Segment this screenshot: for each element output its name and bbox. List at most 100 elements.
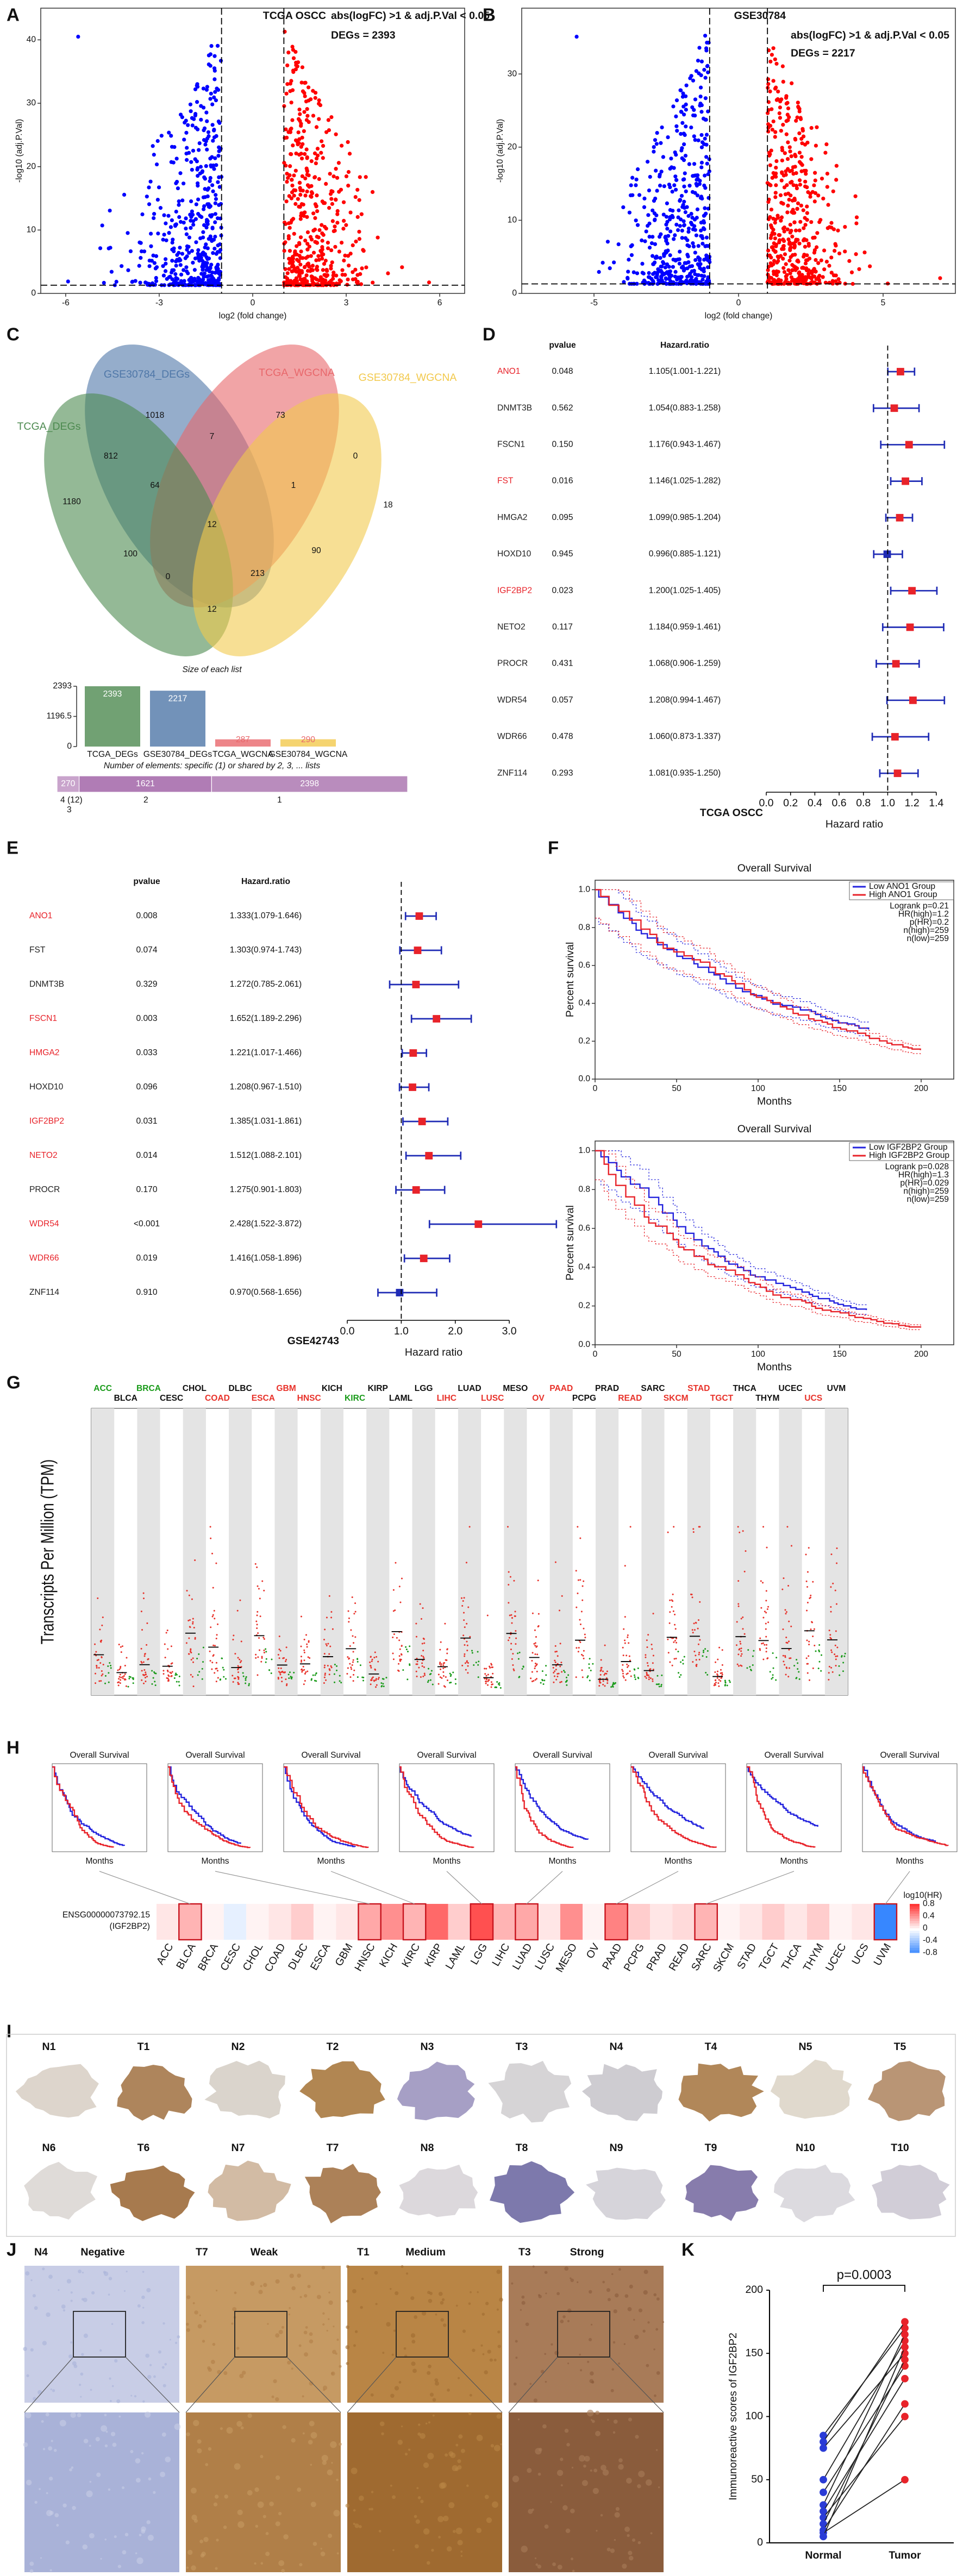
sample-dot bbox=[806, 1571, 809, 1573]
sample-dot bbox=[475, 1662, 477, 1664]
volcano-point bbox=[790, 234, 795, 239]
texture bbox=[411, 2361, 416, 2366]
sample-dot bbox=[219, 1679, 221, 1681]
volcano-point bbox=[781, 123, 785, 127]
volcano-point bbox=[287, 249, 292, 253]
volcano-point bbox=[192, 268, 197, 272]
sample-label: N1 bbox=[42, 2041, 56, 2053]
volcano-point bbox=[783, 151, 787, 155]
legend-gradient bbox=[909, 1950, 920, 1953]
volcano-point bbox=[214, 193, 218, 197]
sample-dot bbox=[464, 1653, 466, 1655]
texture bbox=[139, 2534, 142, 2537]
sample-dot bbox=[132, 1682, 134, 1684]
sample-dot bbox=[446, 1659, 448, 1661]
survival-curve bbox=[283, 1766, 356, 1847]
sample-dot bbox=[450, 1674, 452, 1676]
sample-dot bbox=[785, 1637, 787, 1639]
volcano-point bbox=[162, 213, 166, 217]
sample-dot bbox=[117, 1684, 120, 1687]
volcano-point bbox=[324, 181, 328, 186]
sample-dot bbox=[284, 1660, 286, 1663]
texture bbox=[83, 2333, 88, 2338]
sample-dot bbox=[402, 1669, 404, 1671]
bar bbox=[280, 739, 336, 747]
volcano-point bbox=[798, 183, 803, 187]
sample-dot bbox=[122, 1676, 124, 1678]
volcano-point bbox=[766, 82, 771, 86]
texture bbox=[234, 2291, 237, 2295]
sample-dot bbox=[223, 1669, 225, 1671]
survival-curve bbox=[746, 1766, 818, 1827]
volcano-point bbox=[302, 129, 306, 133]
volcano-point bbox=[299, 152, 303, 156]
sample-dot bbox=[328, 1653, 330, 1655]
volcano-point bbox=[680, 236, 684, 240]
volcano-point bbox=[786, 203, 790, 208]
volcano-point bbox=[147, 202, 152, 206]
volcano-point bbox=[765, 181, 770, 185]
zoom-line bbox=[347, 2356, 397, 2413]
grade-label: Negative bbox=[80, 2246, 124, 2258]
panel-label: H bbox=[7, 1738, 20, 1758]
sample-dot bbox=[540, 1682, 542, 1684]
sample-dot bbox=[652, 1613, 654, 1615]
sample-dot bbox=[704, 1648, 706, 1650]
sample-dot bbox=[531, 1652, 534, 1654]
texture bbox=[289, 2273, 294, 2278]
sample-dot bbox=[581, 1669, 583, 1671]
volcano-point bbox=[291, 48, 295, 52]
cancer-label: BRCA bbox=[136, 1384, 161, 1393]
volcano-point bbox=[327, 206, 332, 210]
volcano-point bbox=[310, 275, 315, 279]
x-category: Normal bbox=[805, 2549, 841, 2561]
zoom-box bbox=[234, 2311, 287, 2358]
volcano-point bbox=[699, 73, 703, 78]
volcano-point bbox=[805, 258, 810, 262]
volcano-point bbox=[777, 233, 781, 237]
volcano-point bbox=[791, 208, 795, 212]
sample-dot bbox=[143, 1674, 145, 1676]
sample-dot bbox=[536, 1653, 539, 1656]
volcano-point bbox=[779, 218, 783, 223]
sample-dot bbox=[373, 1679, 375, 1682]
sample-dot bbox=[752, 1664, 754, 1666]
volcano-point bbox=[672, 183, 677, 187]
texture bbox=[614, 2512, 620, 2518]
sample-dot bbox=[423, 1666, 425, 1668]
volcano-point bbox=[170, 259, 174, 263]
sample-dot bbox=[575, 1676, 577, 1678]
volcano-point bbox=[681, 268, 686, 273]
texture bbox=[562, 2315, 566, 2318]
texture bbox=[382, 2352, 385, 2354]
texture bbox=[312, 2542, 317, 2546]
texture bbox=[470, 2291, 472, 2293]
p-value: 0.016 bbox=[552, 477, 573, 486]
sample-dot bbox=[371, 1677, 373, 1679]
texture bbox=[275, 2475, 280, 2480]
volcano-point bbox=[182, 268, 186, 272]
sample-dot bbox=[772, 1652, 774, 1654]
texture bbox=[571, 2466, 574, 2469]
sample-dot bbox=[674, 1614, 676, 1616]
sample-dot bbox=[466, 1661, 468, 1663]
volcano-point bbox=[658, 256, 662, 260]
texture bbox=[89, 2480, 92, 2483]
sample-dot bbox=[656, 1675, 659, 1677]
volcano-point bbox=[771, 216, 776, 221]
sample-dot bbox=[667, 1531, 669, 1533]
pair-line bbox=[823, 2321, 905, 2442]
sample-dot bbox=[327, 1643, 329, 1645]
segment-value: 2398 bbox=[300, 779, 319, 788]
cancer-label: ESCA bbox=[308, 1941, 333, 1972]
sample-dot bbox=[327, 1665, 329, 1667]
volcano-point bbox=[682, 112, 686, 117]
survival-curve bbox=[167, 1766, 241, 1844]
volcano-point bbox=[698, 262, 703, 266]
sample-dot bbox=[634, 1676, 636, 1678]
panel-label: K bbox=[681, 2240, 695, 2260]
texture bbox=[560, 2458, 564, 2461]
volcano-point bbox=[330, 219, 335, 223]
volcano-point bbox=[139, 256, 143, 260]
y-tick-label: 0.4 bbox=[578, 1262, 590, 1271]
